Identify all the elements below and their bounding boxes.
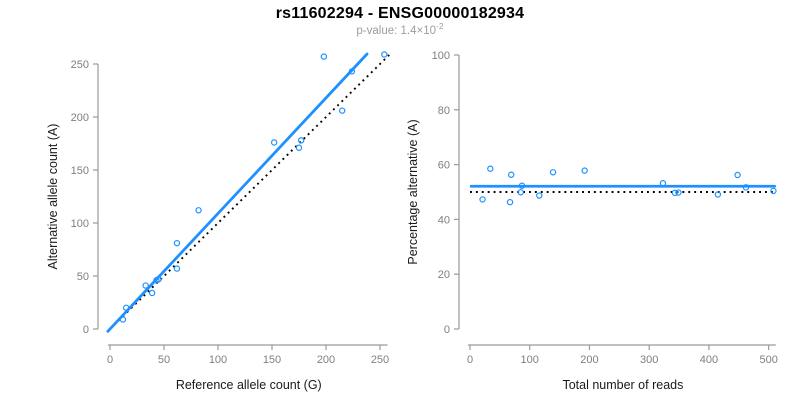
data-point — [487, 165, 494, 172]
data-point — [195, 207, 202, 214]
y-tick-label: 0 — [83, 324, 89, 336]
allele-count-scatter-panel: 0 50 100 150 200 250 0 50 100 150 200 250 Reference … — [46, 51, 391, 392]
x-tick-label: 50 — [158, 354, 170, 366]
data-point — [148, 289, 156, 297]
data-point — [671, 189, 679, 197]
y-axis-title: Percentage alternative (A) — [406, 119, 420, 264]
y-tick-label: 100 — [71, 218, 89, 230]
percentage-scatter-panel: 0 20 40 60 80 100 0 100 200 300 400 500 Total number… — [406, 50, 778, 392]
data-point — [122, 304, 130, 311]
data-point — [320, 53, 328, 60]
data-point — [119, 316, 127, 323]
x-tick-label: 500 — [759, 354, 777, 366]
data-point — [536, 192, 543, 199]
data-point — [508, 171, 515, 178]
data-point — [518, 182, 526, 189]
x-tick-label: 150 — [263, 354, 281, 366]
data-point — [155, 275, 162, 283]
data-point — [742, 184, 750, 191]
data-point — [734, 171, 741, 179]
data-point — [142, 282, 149, 289]
x-axis-title: Total number of reads — [562, 378, 683, 392]
y-tick-label: 40 — [438, 214, 450, 226]
data-point — [549, 169, 557, 176]
x-tick-label: 100 — [209, 354, 227, 366]
x-tick-label: 400 — [700, 354, 718, 366]
y-tick-label: 250 — [71, 59, 89, 71]
data-point — [173, 239, 181, 247]
data-point — [173, 265, 181, 272]
data-point — [381, 51, 388, 58]
data-point — [675, 189, 682, 196]
data-point — [339, 107, 346, 114]
fit-line — [106, 52, 369, 333]
data-point — [297, 137, 305, 144]
data-point — [770, 187, 777, 195]
y-tick-label: 0 — [444, 324, 450, 336]
figure-title: rs11602294 - ENSG00000182934 — [275, 5, 525, 22]
x-tick-label: 100 — [521, 354, 539, 366]
y-tick-label: 100 — [432, 50, 450, 62]
data-point — [659, 180, 667, 187]
data-point — [479, 196, 486, 203]
y-tick-label: 150 — [71, 165, 89, 177]
data-point — [714, 191, 722, 198]
data-point — [295, 144, 303, 151]
data-point — [517, 189, 524, 196]
y-tick-label: 50 — [77, 271, 89, 283]
y-tick-label: 20 — [438, 269, 450, 281]
x-axis-title: Reference allele count (G) — [176, 378, 322, 392]
data-point — [581, 167, 588, 174]
y-axis-title: Alternative allele count (A) — [46, 124, 60, 270]
x-tick-label: 0 — [467, 354, 473, 366]
pvalue-exponent: -2 — [436, 21, 444, 32]
y-tick-label: 80 — [438, 105, 450, 117]
x-tick-label: 0 — [107, 354, 113, 366]
figure-subtitle: p-value: 1.4×10-2 — [0, 22, 800, 37]
data-point — [348, 68, 356, 75]
pvalue-mantissa: 1.4×10 — [400, 25, 437, 37]
data-point — [270, 139, 278, 146]
x-tick-label: 300 — [640, 354, 658, 366]
pvalue-label: p-value: — [356, 25, 401, 37]
y-tick-label: 200 — [71, 112, 89, 124]
x-tick-label: 200 — [317, 354, 335, 366]
data-point — [506, 198, 514, 206]
reference-dotted-line — [109, 53, 391, 330]
x-tick-label: 200 — [580, 354, 598, 366]
y-tick-label: 60 — [438, 160, 450, 172]
x-tick-label: 250 — [371, 354, 389, 366]
